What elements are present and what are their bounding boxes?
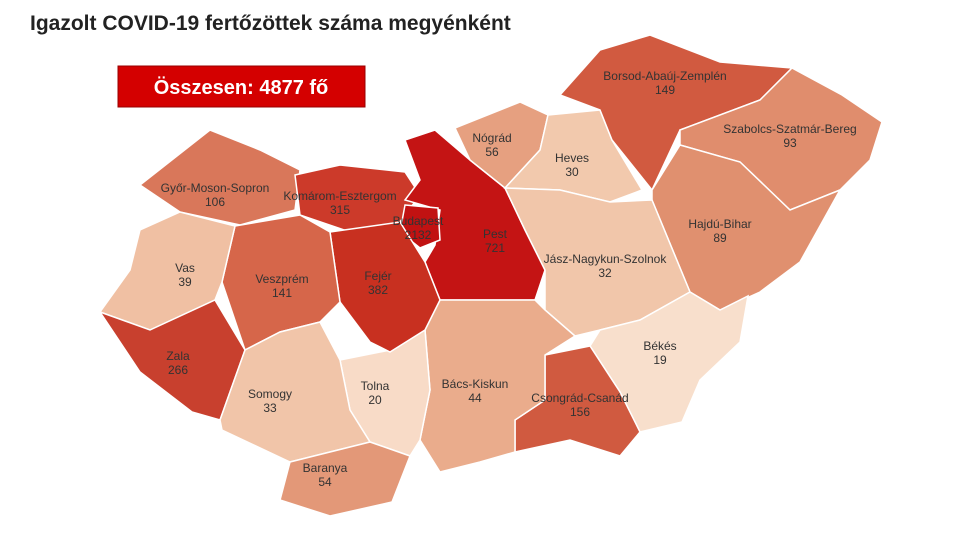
county-value: 30 (565, 165, 579, 179)
county-name: Borsod-Abaúj-Zemplén (603, 69, 726, 83)
total-label: Összesen: 4877 fő (154, 76, 329, 99)
county-value: 54 (318, 475, 332, 489)
county-value: 89 (713, 231, 727, 245)
county-value: 93 (783, 136, 797, 150)
county-name: Veszprém (255, 272, 308, 286)
county-region (329, 221, 441, 353)
county-name: Tolna (361, 379, 390, 393)
county-value: 382 (368, 283, 388, 297)
county-name: Békés (643, 339, 676, 353)
county-value: 44 (468, 391, 482, 405)
county-name: Csongrád-Csanád (531, 391, 628, 405)
county-name: Nógrád (472, 131, 511, 145)
county-value: 39 (178, 275, 192, 289)
title: Igazolt COVID-19 fertőzöttek száma megyé… (30, 12, 511, 35)
county-value: 2132 (405, 228, 432, 242)
county-value: 19 (653, 353, 667, 367)
county-value: 33 (263, 401, 277, 415)
county-name: Zala (166, 349, 190, 363)
county-value: 106 (205, 195, 225, 209)
county-region (138, 129, 301, 226)
county-region (279, 441, 411, 517)
county-name: Bács-Kiskun (442, 377, 509, 391)
county-value: 156 (570, 405, 590, 419)
county-value: 20 (368, 393, 382, 407)
county-value: 721 (485, 241, 505, 255)
county-region (651, 144, 842, 311)
county-value: 149 (655, 83, 675, 97)
county-name: Budapest (393, 214, 444, 228)
county-name: Vas (175, 261, 195, 275)
county-value: 266 (168, 363, 188, 377)
county-name: Baranya (303, 461, 348, 475)
county-value: 56 (485, 145, 499, 159)
county-value: 32 (598, 266, 612, 280)
county-name: Fejér (364, 269, 391, 283)
county-name: Pest (483, 227, 508, 241)
county-name: Somogy (248, 387, 292, 401)
county-value: 315 (330, 203, 350, 217)
county-name: Győr-Moson-Sopron (161, 181, 270, 195)
county-name: Hajdú-Bihar (688, 217, 751, 231)
total-box (117, 65, 366, 108)
county-name: Jász-Nagykun-Szolnok (544, 252, 668, 266)
county-name: Heves (555, 151, 589, 165)
county-value: 141 (272, 286, 292, 300)
county-name: Szabolcs-Szatmár-Bereg (723, 122, 856, 136)
county-name: Komárom-Esztergom (283, 189, 396, 203)
